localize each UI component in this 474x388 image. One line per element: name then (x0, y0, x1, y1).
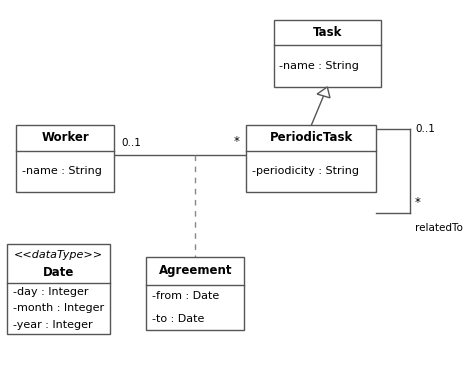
Text: *: * (234, 135, 240, 148)
Text: -periodicity : String: -periodicity : String (252, 166, 359, 176)
Text: -day : Integer: -day : Integer (13, 287, 88, 297)
Bar (146, 257, 244, 330)
Text: -name : String: -name : String (22, 166, 102, 176)
Text: Date: Date (43, 266, 74, 279)
Text: PeriodicTask: PeriodicTask (270, 132, 353, 144)
Bar (246, 125, 376, 192)
Text: Worker: Worker (42, 132, 89, 144)
Text: *: * (415, 196, 421, 209)
Text: 0..1: 0..1 (415, 124, 435, 134)
Polygon shape (317, 87, 330, 98)
Text: -name : String: -name : String (279, 61, 359, 71)
Text: -month : Integer: -month : Integer (13, 303, 104, 314)
Bar (274, 20, 381, 87)
Text: Task: Task (313, 26, 342, 39)
Text: -from : Date: -from : Date (152, 291, 219, 301)
Text: -year : Integer: -year : Integer (13, 320, 92, 330)
Text: Agreement: Agreement (158, 264, 232, 277)
Text: <<dataType>>: <<dataType>> (14, 250, 103, 260)
Text: relatedTo: relatedTo (415, 223, 463, 233)
Text: -to : Date: -to : Date (152, 314, 204, 324)
Text: 0..1: 0..1 (121, 138, 141, 148)
Bar (7, 244, 110, 334)
Bar (17, 125, 114, 192)
